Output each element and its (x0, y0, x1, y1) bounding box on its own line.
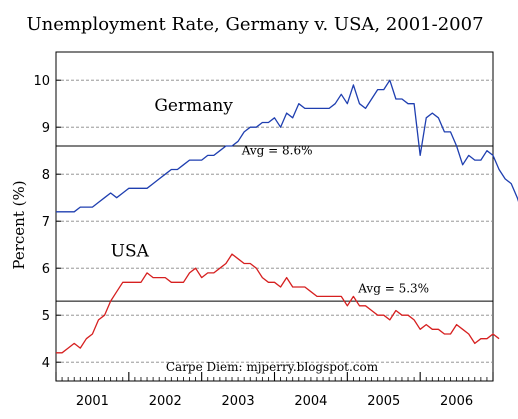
usa-avg-label: Avg = 5.3% (357, 282, 429, 296)
x-ticks: 2001 2002 2003 2004 2005 2006 (55, 372, 494, 409)
x-tick-label-2001: 2001 (76, 394, 109, 409)
y-tick-label-4: 4 (42, 356, 50, 371)
reference-lines: Avg = 8.6% Avg = 5.3% (56, 143, 493, 302)
series-line-usa (56, 253, 500, 354)
grid-lines (56, 79, 493, 363)
x-tick-label-2002: 2002 (149, 394, 182, 409)
usa-label: USA (111, 241, 150, 261)
x-tick-label-2003: 2003 (222, 394, 255, 409)
x-tick-label-2005: 2005 (367, 394, 400, 409)
y-ticks: 4 5 6 7 8 9 10 (33, 74, 61, 371)
y-tick-label-9: 9 (42, 121, 50, 136)
x-tick-label-2006: 2006 (440, 394, 473, 409)
y-tick-label-6: 6 (42, 262, 50, 277)
y-tick-label-8: 8 (42, 168, 50, 183)
series-lines (56, 79, 518, 354)
y-tick-label-7: 7 (42, 215, 50, 230)
y-tick-label-10: 10 (33, 74, 50, 89)
chart-title: Unemployment Rate, Germany v. USA, 2001-… (26, 14, 483, 35)
plot-frame (55, 51, 494, 382)
series-labels: Germany USA (111, 96, 234, 262)
germany-label: Germany (154, 96, 233, 116)
y-axis-label: Percent (%) (10, 180, 28, 269)
x-tick-label-2004: 2004 (294, 394, 327, 409)
source-note: Carpe Diem: mjperry.blogspot.com (166, 360, 379, 374)
y-tick-label-5: 5 (42, 309, 50, 324)
series-line-germany (56, 79, 518, 213)
germany-avg-label: Avg = 8.6% (241, 143, 313, 157)
